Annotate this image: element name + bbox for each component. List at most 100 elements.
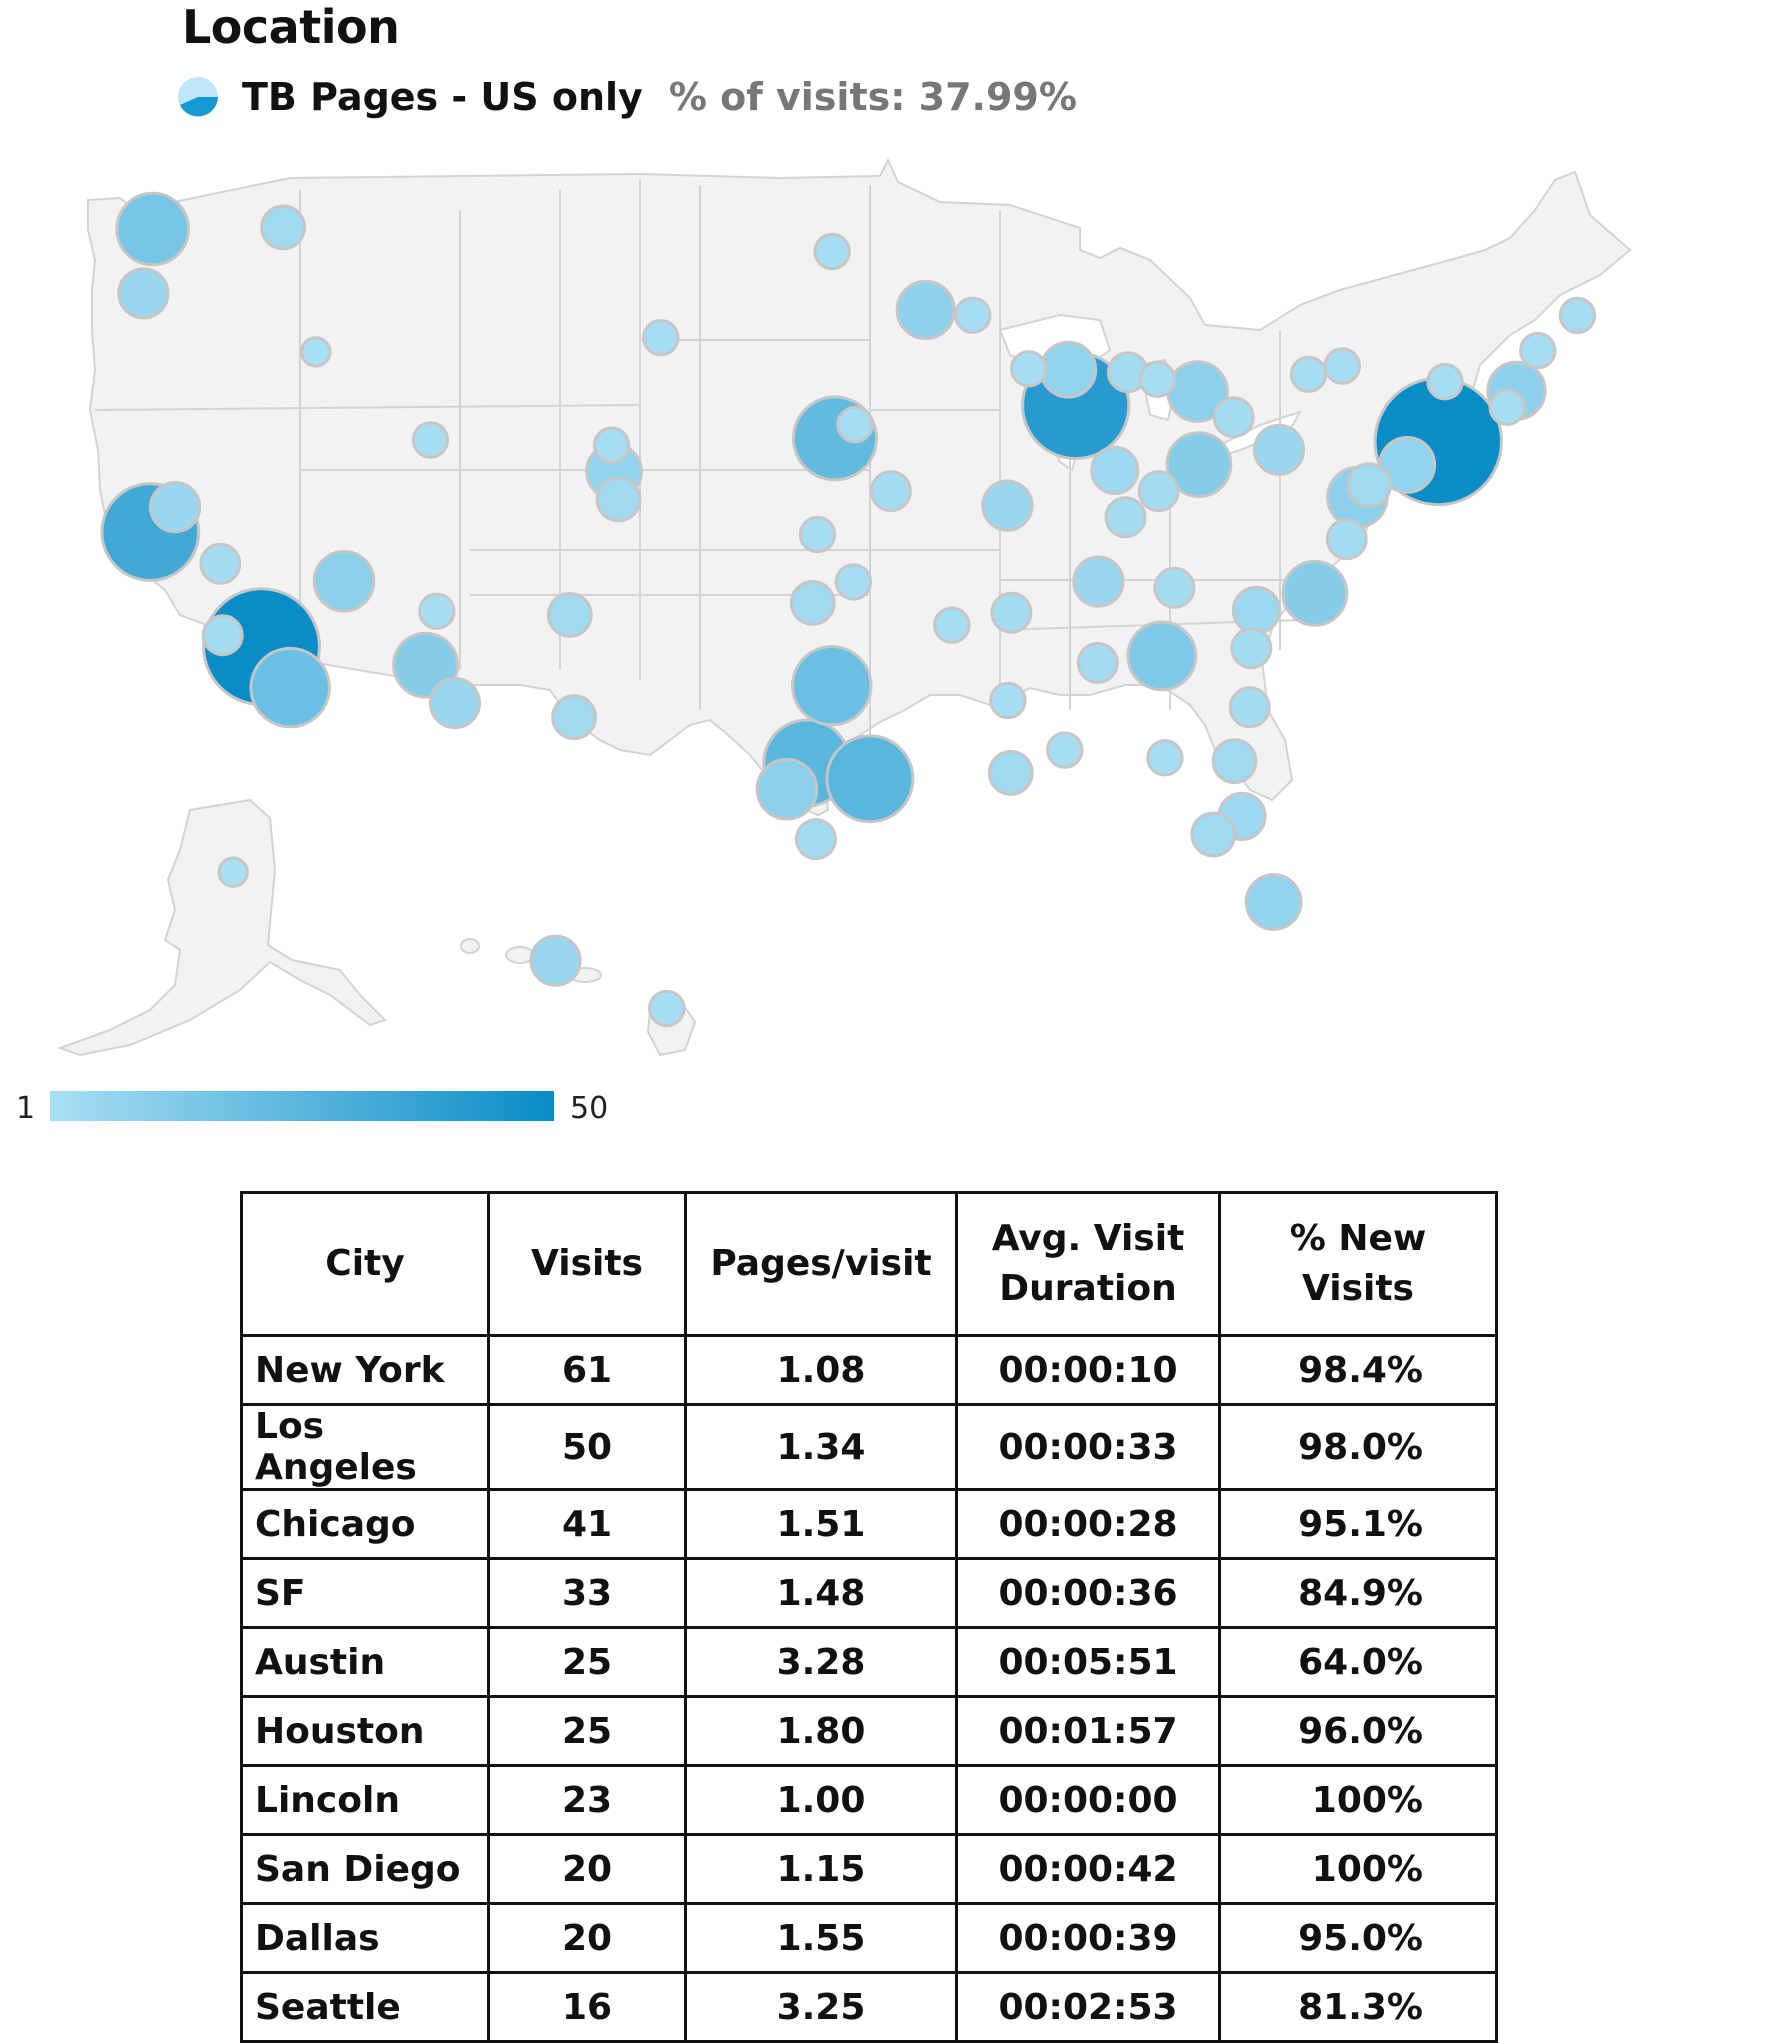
visit-bubble[interactable] — [1558, 296, 1597, 335]
cell-avg-duration: 00:05:51 — [955, 1626, 1221, 1698]
cell-visits: 33 — [487, 1557, 687, 1629]
visit-bubble[interactable] — [551, 694, 597, 741]
visit-bubble[interactable] — [990, 591, 1033, 634]
visit-bubble[interactable] — [312, 550, 376, 613]
visit-bubble[interactable] — [834, 563, 873, 601]
visit-bubble[interactable] — [1281, 559, 1349, 627]
visit-bubble[interactable] — [1146, 739, 1184, 777]
cell-visits: 23 — [487, 1764, 687, 1836]
visit-bubble[interactable] — [1046, 731, 1084, 769]
visit-bubble[interactable] — [1323, 347, 1362, 385]
cell-pages-per-visit: 1.00 — [684, 1764, 958, 1836]
cell-pages-per-visit: 3.25 — [684, 1971, 958, 2043]
table-row: New York 61 1.08 00:00:10 98.4% — [240, 1334, 1498, 1406]
visit-bubble[interactable] — [199, 542, 242, 585]
segment-pie-icon — [178, 77, 218, 117]
visit-bubble[interactable] — [794, 818, 837, 861]
visit-bubble[interactable] — [1346, 462, 1392, 509]
cell-avg-duration: 00:02:53 — [955, 1971, 1221, 2043]
cell-pages-per-visit: 1.55 — [684, 1902, 958, 1974]
scale-gradient-bar — [50, 1091, 554, 1121]
visit-bubble[interactable] — [546, 592, 593, 638]
visit-bubble[interactable] — [300, 336, 332, 368]
visit-bubble[interactable] — [825, 734, 915, 824]
table-row: San Diego 20 1.15 00:00:42 100% — [240, 1833, 1498, 1905]
visit-bubble[interactable] — [1212, 396, 1255, 439]
cell-pct-new: 64.0% — [1218, 1626, 1498, 1698]
visit-bubble[interactable] — [1009, 350, 1048, 388]
visit-bubble[interactable] — [1165, 431, 1233, 499]
visit-bubble[interactable] — [642, 319, 680, 357]
visit-bubble[interactable] — [1228, 686, 1271, 729]
visit-bubble[interactable] — [1137, 470, 1180, 513]
visit-bubble[interactable] — [1090, 445, 1140, 495]
visit-bubble[interactable] — [1378, 436, 1437, 494]
map-title: Location — [182, 0, 400, 54]
visit-bubble[interactable] — [981, 479, 1034, 532]
visit-bubble[interactable] — [791, 645, 873, 727]
visit-bubble[interactable] — [755, 757, 819, 821]
visit-bubble[interactable] — [789, 580, 836, 626]
visit-bubble[interactable] — [117, 267, 170, 320]
cell-avg-duration: 00:00:42 — [955, 1833, 1221, 1905]
table-row: Lincoln 23 1.00 00:00:00 100% — [240, 1764, 1498, 1836]
visit-bubble[interactable] — [1488, 388, 1526, 426]
visit-bubble[interactable] — [595, 476, 642, 523]
cell-visits: 25 — [487, 1695, 687, 1767]
cell-visits: 61 — [487, 1334, 687, 1406]
cell-avg-duration: 00:00:00 — [955, 1764, 1221, 1836]
visit-bubble[interactable] — [1325, 518, 1368, 561]
us-bubble-map — [57, 157, 1632, 1057]
visit-bubble[interactable] — [1153, 566, 1196, 609]
visit-bubble[interactable] — [1426, 363, 1464, 401]
cell-avg-duration: 00:00:36 — [955, 1557, 1221, 1629]
visit-bubble[interactable] — [798, 515, 837, 554]
visit-bubble[interactable] — [201, 614, 244, 657]
visit-bubble[interactable] — [411, 421, 450, 459]
visit-bubble[interactable] — [592, 426, 631, 464]
visit-bubble[interactable] — [869, 470, 912, 513]
table-row: SF 33 1.48 00:00:36 84.9% — [240, 1557, 1498, 1629]
visit-bubble[interactable] — [249, 646, 331, 729]
visit-bubble[interactable] — [1244, 873, 1303, 931]
visit-bubble[interactable] — [1230, 627, 1273, 670]
visit-bubble[interactable] — [895, 279, 956, 341]
cell-visits: 20 — [487, 1833, 687, 1905]
segment-legend: TB Pages - US only % of visits: 37.99% — [176, 75, 1077, 119]
visit-bubble[interactable] — [149, 481, 202, 534]
cell-city: SF — [240, 1557, 490, 1629]
visit-bubble[interactable] — [1104, 496, 1147, 539]
visit-bubble[interactable] — [1072, 555, 1125, 608]
visit-bubble[interactable] — [933, 606, 971, 644]
visit-bubble[interactable] — [954, 296, 992, 334]
visit-bubble[interactable] — [1289, 355, 1328, 394]
header-avg-visit-duration: Avg. Visit Duration — [955, 1191, 1221, 1337]
visit-bubble[interactable] — [987, 750, 1034, 796]
cell-visits: 41 — [487, 1488, 687, 1560]
table-row: Houston 25 1.80 00:01:57 96.0% — [240, 1695, 1498, 1767]
visit-bubble[interactable] — [1190, 811, 1237, 858]
visit-bubble[interactable] — [1231, 585, 1282, 635]
visit-bubble[interactable] — [529, 934, 582, 987]
visit-bubble[interactable] — [1138, 360, 1177, 399]
cell-pct-new: 81.3% — [1218, 1971, 1498, 2043]
visit-bubble[interactable] — [1076, 641, 1119, 684]
visit-bubble[interactable] — [1519, 331, 1557, 370]
visit-bubble[interactable] — [1211, 738, 1258, 785]
visit-bubble[interactable] — [813, 232, 851, 271]
visit-bubble[interactable] — [115, 191, 190, 267]
visit-bubble[interactable] — [989, 681, 1027, 720]
visit-bubble[interactable] — [1126, 620, 1198, 692]
visit-bubble[interactable] — [836, 405, 874, 444]
visit-bubble[interactable] — [260, 204, 307, 251]
visits-color-scale: 1 50 — [0, 1085, 640, 1135]
scale-max-label: 50 — [570, 1091, 609, 1126]
visit-bubble[interactable] — [1252, 423, 1306, 476]
visit-bubble[interactable] — [1039, 340, 1098, 399]
cell-pages-per-visit: 1.80 — [684, 1695, 958, 1767]
visit-bubble[interactable] — [217, 856, 249, 888]
visit-bubble[interactable] — [418, 592, 456, 630]
visit-bubble[interactable] — [648, 989, 686, 1028]
visit-bubble[interactable] — [428, 676, 481, 730]
cell-city: Chicago — [240, 1488, 490, 1560]
